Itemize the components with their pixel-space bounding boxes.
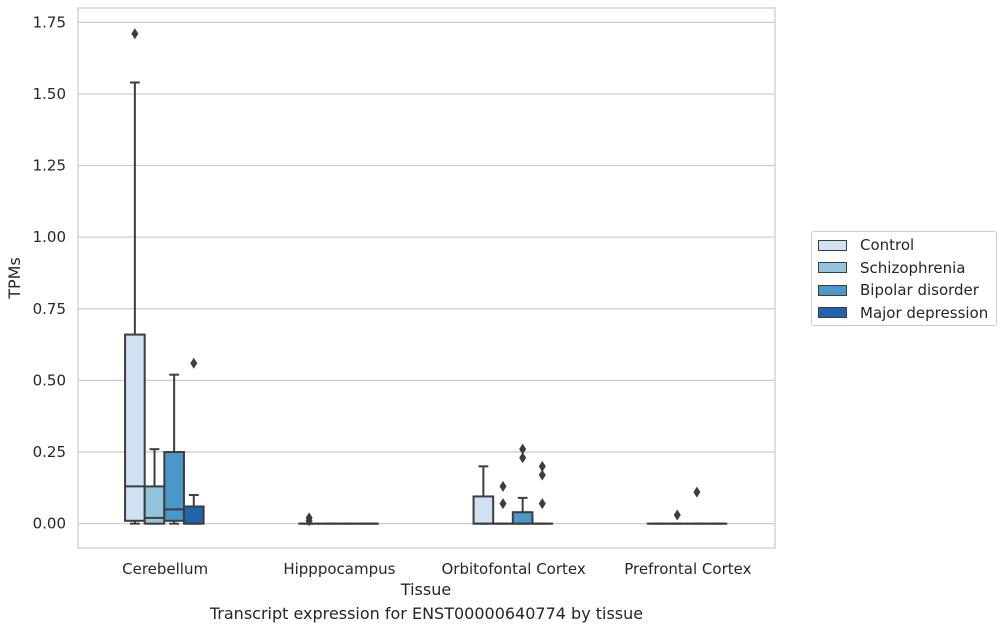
x-tick-label: Orbitofontal Cortex	[442, 560, 586, 578]
x-axis-label: Tissue	[400, 580, 451, 599]
legend-label: Control	[860, 236, 915, 254]
box-iqr	[472, 495, 495, 525]
outlier-point	[519, 452, 527, 464]
box-major-depression	[531, 460, 554, 525]
outlier-point	[499, 480, 507, 492]
outlier-point	[538, 469, 546, 481]
y-axis-ticks: 0.00 0.25 0.50 0.75 1.00 1.25 1.50 1.75	[33, 13, 66, 532]
legend-swatch	[818, 239, 847, 251]
chart-caption: Transcript expression for ENST0000064077…	[209, 604, 644, 623]
y-axis-label: TPMs	[5, 257, 24, 300]
outlier-point	[673, 509, 681, 521]
x-tick-label: Cerebellum	[122, 560, 208, 578]
legend: Control Schizophrenia Bipolar disorder Majo…	[811, 231, 997, 326]
gridlines	[78, 21, 775, 525]
box-major-depression	[182, 357, 205, 525]
legend-item: Bipolar disorder	[818, 281, 979, 299]
x-tick-label: Hipppocampus	[283, 560, 395, 578]
box-bipolar-disorder	[686, 486, 708, 525]
x-axis-ticks: Cerebellum Hipppocampus Orbitofontal Corte…	[122, 560, 751, 578]
legend-swatch	[818, 284, 847, 296]
x-tick-label: Prefrontal Cortex	[624, 560, 751, 578]
outlier-point	[305, 515, 313, 527]
box-bipolar-disorder	[511, 443, 534, 525]
legend-item: Schizophrenia	[818, 259, 965, 277]
y-tick-label: 1.25	[33, 157, 66, 175]
outlier-point	[499, 498, 507, 510]
legend-swatch	[818, 307, 847, 318]
outlier-point	[190, 357, 198, 369]
legend-item: Major depression	[818, 304, 988, 322]
y-tick-label: 1.00	[33, 228, 66, 246]
plot-frame	[77, 7, 776, 549]
box-iqr	[124, 333, 146, 522]
legend-label: Schizophrenia	[860, 258, 966, 277]
legend-item: Control	[818, 236, 914, 254]
box-schizophrenia	[143, 448, 166, 525]
box-iqr	[163, 451, 185, 522]
outlier-point	[693, 486, 701, 498]
box-schizophrenia	[492, 480, 514, 525]
y-tick-label: 0.00	[33, 515, 66, 533]
outlier-point	[538, 460, 546, 472]
outlier-point	[131, 28, 139, 40]
y-tick-label: 1.75	[33, 13, 66, 31]
box-iqr	[182, 505, 205, 525]
legend-swatch	[818, 262, 847, 273]
y-tick-label: 0.50	[33, 371, 66, 389]
box-control	[298, 512, 320, 527]
legend-label: Bipolar disorder	[860, 281, 979, 299]
outlier-point	[519, 443, 527, 455]
box-bipolar-disorder	[163, 373, 185, 525]
y-tick-label: 0.25	[33, 443, 66, 461]
y-tick-label: 1.50	[33, 85, 66, 103]
boxes	[124, 28, 728, 527]
y-tick-label: 0.75	[33, 300, 66, 318]
box-control	[124, 28, 146, 525]
box-iqr	[511, 511, 534, 525]
box-control	[472, 465, 495, 525]
box-schizophrenia	[666, 509, 689, 525]
outlier-point	[538, 498, 546, 510]
legend-label: Major depression	[860, 303, 989, 322]
